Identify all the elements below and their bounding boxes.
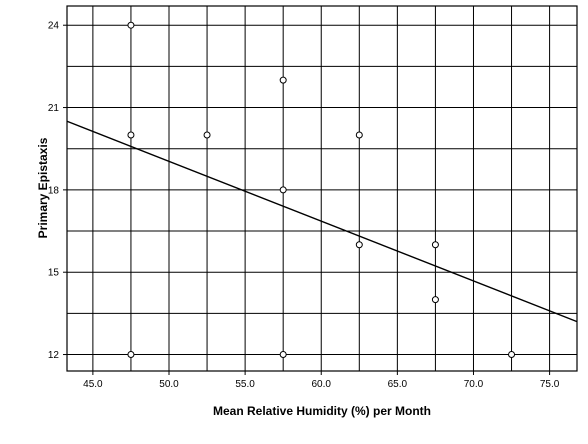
grid-layer [67,6,577,371]
data-point-1 [127,131,135,139]
y-axis-title: Primary Epistaxis [36,137,50,238]
fit-line [66,120,578,323]
plot-frame [66,5,578,372]
x-tick-label-2: 55.0 [235,379,255,390]
data-point-8 [355,241,363,249]
y-tick-label-4: 24 [48,21,60,32]
x-tick-label-5: 70.0 [464,379,484,390]
data-point-5 [279,186,287,194]
data-point-6 [279,351,287,359]
x-tick-label-1: 50.0 [159,379,179,390]
data-point-9 [431,241,439,249]
tick-layer: 45.0 50.0 55.0 60.0 65.0 70.0 75.0 12 15 18 21 24 [48,21,560,390]
x-tick-label-3: 60.0 [312,379,332,390]
data-point-4 [279,76,287,84]
y-tick-label-1: 15 [48,268,60,279]
data-point-0 [127,21,135,29]
x-tick-label-6: 75.0 [540,379,560,390]
x-tick-label-4: 65.0 [388,379,408,390]
fit-line-layer [66,120,578,323]
data-point-10 [431,296,439,304]
data-point-7 [355,131,363,139]
data-point-2 [127,351,135,359]
plot-area [67,6,577,371]
x-axis-title: Mean Relative Humidity (%) per Month [213,404,431,418]
y-tick-label-0: 12 [48,350,60,361]
y-tick-label-3: 21 [48,103,60,114]
data-point-layer [127,21,516,359]
y-tick-label-2: 18 [48,185,60,196]
x-tick-label-0: 45.0 [83,379,103,390]
data-point-3 [203,131,211,139]
data-point-11 [508,351,516,359]
